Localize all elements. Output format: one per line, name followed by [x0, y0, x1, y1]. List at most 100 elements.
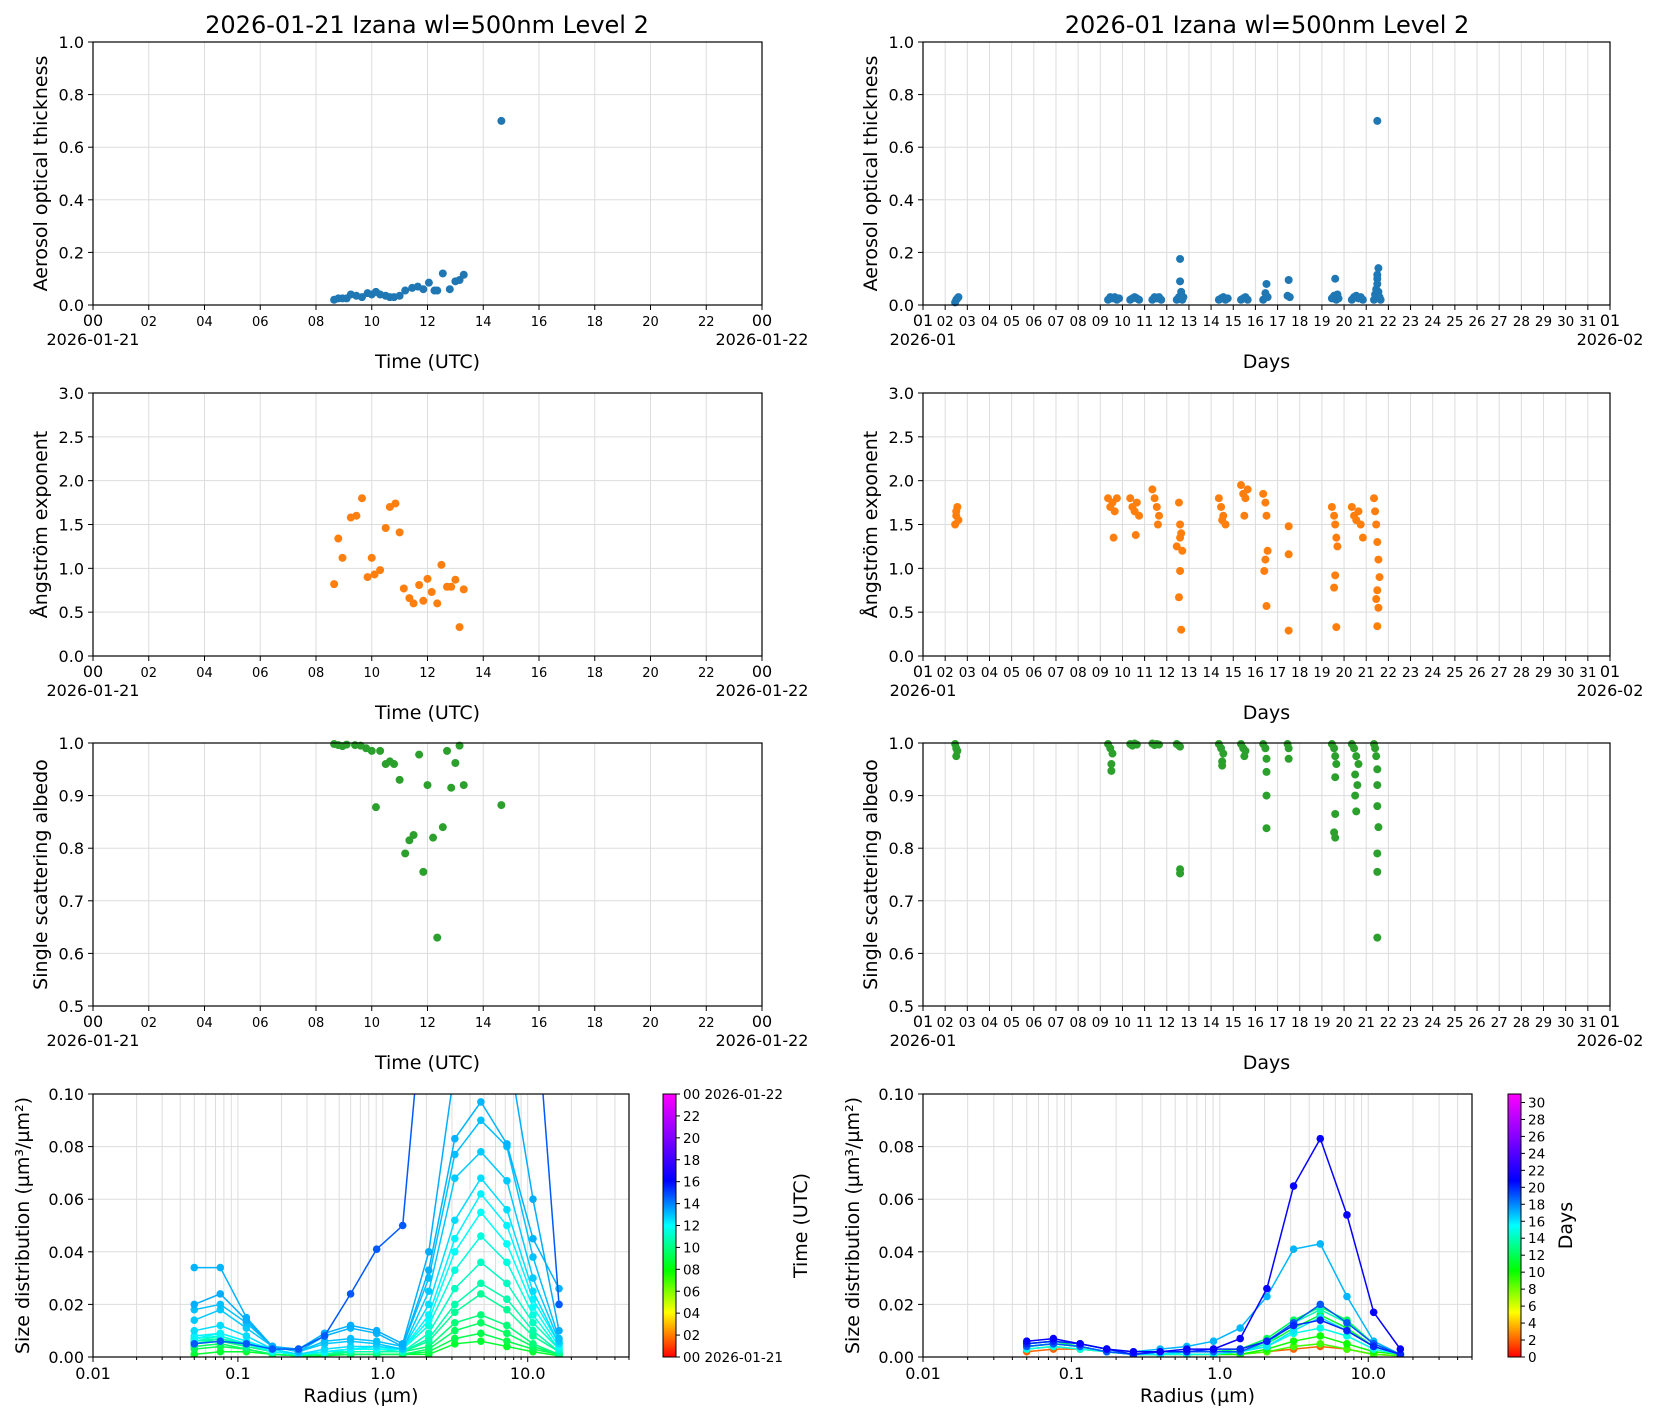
x-tick-label: 00: [83, 662, 103, 681]
y-axis-label: Ångström exponent: [859, 431, 882, 619]
series-point: [503, 1279, 511, 1288]
data-point: [1110, 507, 1119, 516]
data-point: [1176, 277, 1185, 286]
data-point: [419, 285, 428, 294]
colorbar-tick-label: 2: [1528, 1333, 1537, 1349]
x-tick-label: 14: [1203, 665, 1220, 681]
series-point: [451, 1216, 459, 1225]
y-tick-label: 0.0: [889, 647, 914, 666]
data-point: [1369, 494, 1378, 503]
x-tick-label: 27: [1491, 314, 1508, 330]
data-point: [399, 584, 408, 593]
series-point: [294, 1345, 303, 1353]
data-point: [1262, 791, 1271, 800]
x-tick-label: 14: [475, 666, 492, 681]
colorbar-tick-label: 4: [1528, 1316, 1537, 1332]
x-tick-label: 17: [1269, 314, 1286, 330]
series-point: [268, 1345, 277, 1353]
x-tick-label: 10: [1114, 1015, 1131, 1031]
x-tick-label: 17: [1269, 1015, 1286, 1031]
x-tick-label: 28: [1513, 1015, 1530, 1031]
series-point: [1209, 1345, 1218, 1353]
data-point: [1172, 542, 1181, 551]
data-point: [1176, 533, 1185, 542]
data-point: [1240, 752, 1249, 761]
x-end-date-label: 2026-01-22: [716, 681, 809, 700]
y-tick-label: 0.06: [48, 1190, 84, 1209]
x-tick-label: 18: [1291, 665, 1308, 681]
series-point: [529, 1340, 537, 1348]
y-tick-label: 0.6: [59, 944, 84, 963]
y-tick-label: 0.6: [889, 944, 914, 963]
series-point: [242, 1324, 251, 1332]
colorbar-tick-label: 18: [683, 1153, 700, 1169]
x-tick-label: 24: [1424, 1015, 1441, 1031]
x-end-date-label: 2026-01-22: [716, 330, 809, 349]
x-tick-label: 20: [1335, 314, 1352, 330]
y-tick-label: 1.0: [889, 559, 914, 578]
x-tick-label: 10: [1114, 314, 1131, 330]
x-tick-label: 14: [475, 315, 492, 330]
x-tick-label: 22: [1380, 314, 1397, 330]
data-point: [352, 511, 361, 520]
data-point: [1240, 511, 1249, 520]
colorbar-label: Days: [1555, 1202, 1577, 1249]
data-point: [1241, 494, 1250, 503]
x-start-date-label: 2026-01: [890, 1031, 957, 1050]
month_ssa-panel: 0.50.60.70.80.91.001 02 03 04 05 06 07 08 09 10 11…: [860, 734, 1643, 1074]
data-point: [1284, 276, 1293, 285]
data-point: [1352, 807, 1361, 816]
series-point: [555, 1334, 563, 1343]
data-point: [1262, 824, 1271, 833]
x-axis-label: Days: [1243, 702, 1290, 724]
series-point: [477, 1208, 485, 1217]
x-tick-label: 09: [1092, 314, 1109, 330]
x-tick-label: 12: [1158, 1015, 1175, 1031]
data-point: [1358, 295, 1367, 304]
y-tick-label: 0.7: [889, 892, 914, 911]
series-point: [1316, 1300, 1325, 1309]
series-group: [190, 1094, 563, 1357]
series-point: [529, 1253, 537, 1261]
series-point: [424, 1342, 433, 1351]
x-tick-label: 06: [252, 1016, 269, 1031]
y-tick-label: 0.8: [889, 839, 914, 858]
x-tick-label: 21: [1358, 665, 1375, 681]
x-tick-label: 14: [1203, 314, 1220, 330]
x-tick-label: 05: [1003, 665, 1020, 681]
y-tick-label: 0.5: [59, 603, 84, 622]
series-point: [1316, 1340, 1325, 1348]
x-tick-label: 16: [1247, 665, 1264, 681]
x-tick-label: 18: [586, 666, 603, 681]
x-tick-label: 23: [1402, 314, 1419, 330]
series-point: [216, 1337, 225, 1346]
data-point: [342, 740, 351, 749]
x-tick-label: 25: [1446, 314, 1463, 330]
data-point: [1331, 752, 1340, 761]
colorbar-tick-label: 12: [683, 1219, 700, 1235]
y-tick-label: 0.6: [889, 138, 914, 157]
series-point: [424, 1287, 433, 1296]
series-point: [477, 1329, 485, 1338]
series-point: [451, 1248, 459, 1256]
y-tick-label: 0.9: [889, 787, 914, 806]
data-point: [1358, 533, 1367, 542]
x-tick-label: 15: [1225, 1015, 1242, 1031]
series-point: [451, 1284, 459, 1293]
plot-frame: [922, 1093, 1473, 1358]
y-tick-label: 0.2: [59, 243, 84, 262]
x-tick-label: 19: [1313, 665, 1330, 681]
x-tick-label: 12: [419, 666, 436, 681]
y-tick-label: 0.10: [878, 1085, 914, 1104]
y-axis-label: Aerosol optical thickness: [860, 56, 882, 292]
data-point: [395, 291, 404, 300]
day_ang-panel: 0.0 0.5 1.0 1.5 2.0 2.5 3.0 00 02 04 06 08 10 12 14 16 1…: [29, 384, 808, 724]
series-point: [477, 1290, 485, 1298]
data-point: [1179, 293, 1188, 302]
y-tick-label: 1.0: [59, 559, 84, 578]
series-point: [529, 1295, 537, 1303]
data-point: [1354, 507, 1363, 516]
x-tick-label: 20: [642, 666, 659, 681]
x-tick-label: 23: [1402, 1015, 1419, 1031]
data-point: [415, 750, 424, 759]
